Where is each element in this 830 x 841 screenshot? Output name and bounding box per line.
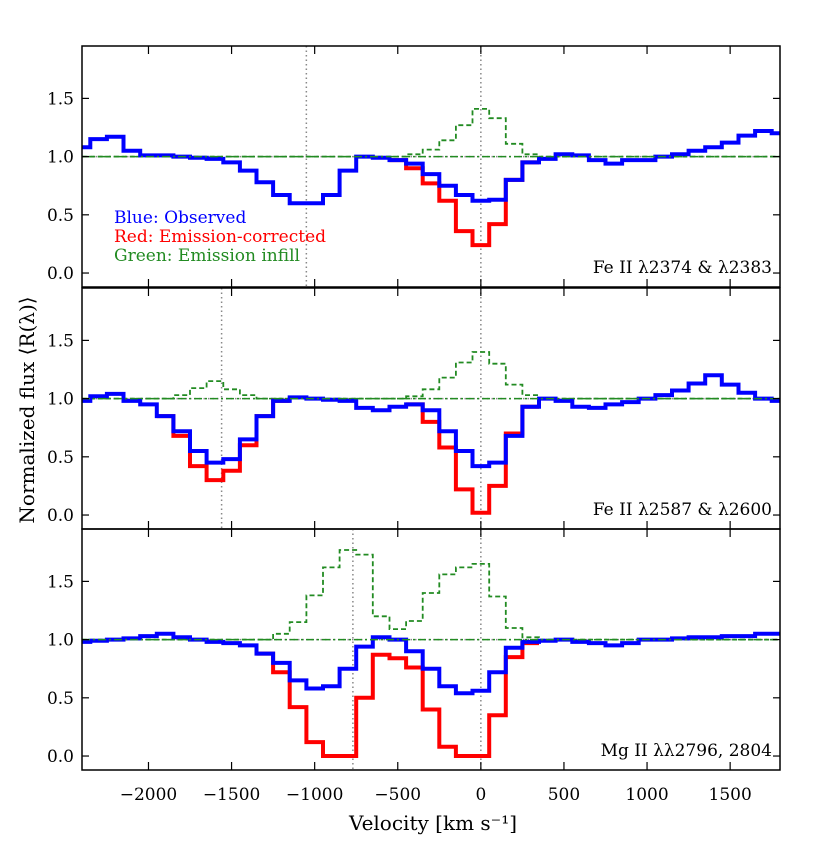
x-tick-label: 0 [475, 785, 486, 805]
y-tick-label: 1.0 [47, 390, 74, 410]
panel-data [82, 108, 780, 248]
panel-frame [81, 45, 781, 288]
x-tick-label: −500 [374, 785, 421, 805]
panel-frame [81, 528, 781, 771]
y-tick-label: 0.5 [47, 448, 74, 468]
panel-data [82, 549, 780, 758]
x-tick-labels: −2000 −1500 −1000 −500 0 500 1000 1500 [120, 785, 752, 805]
legend-entry: Blue: Observed [114, 208, 246, 228]
x-tick-label: −1500 [203, 785, 261, 805]
y-tick-label: 0.0 [47, 264, 74, 284]
y-tick-label: 0.5 [47, 206, 74, 226]
panel-label: Mg II λλ2796, 2804 [601, 741, 772, 761]
x-tick-label: −1000 [286, 785, 344, 805]
panel-label: Fe II λ2374 & λ2383 [593, 258, 772, 278]
y-tick-label: 0.5 [47, 689, 74, 709]
emission-infill-series-line [82, 351, 780, 400]
panel-3: 0.0 0.5 1.0 1.5 Mg II λλ2796, 2804 [47, 528, 781, 771]
y-tick-label: 0.0 [47, 506, 74, 526]
observed-series-line [82, 373, 780, 469]
panel-label: Fe II λ2587 & λ2600 [593, 500, 772, 520]
observed-series-line [82, 631, 780, 696]
emission-corrected-series-line [156, 398, 290, 483]
observed-series-line [82, 129, 780, 206]
x-tick-label: −2000 [120, 785, 178, 805]
y-tick-label: 1.0 [47, 631, 74, 651]
y-tick-label: 1.5 [47, 572, 74, 592]
legend-entry: Green: Emission infill [114, 246, 300, 266]
emission-corrected-series-line [389, 158, 539, 248]
y-tick-label: 1.5 [47, 331, 74, 351]
legend-entry: Red: Emission-corrected [114, 227, 326, 247]
emission-infill-series-line [82, 549, 780, 641]
panel-1: 0.0 0.5 1.0 1.5 Fe II λ2374 & λ2383 [47, 45, 781, 288]
y-tick-label: 1.0 [47, 148, 74, 168]
x-axis-label: Velocity [km s⁻¹] [348, 811, 517, 835]
x-tick-label: 1000 [625, 785, 668, 805]
y-axis-label: Normalized flux ⟨R(λ)⟩ [15, 296, 39, 523]
emission-corrected-series-line [256, 641, 539, 758]
panels-group: 0.0 0.5 1.0 1.5 Fe II λ2374 & λ2383 0.0 0.5 1.0… [47, 45, 781, 771]
y-tick-label: 0.0 [47, 747, 74, 767]
x-tick-label: 1500 [709, 785, 752, 805]
panel-2: 0.0 0.5 1.0 1.5 Fe II λ2587 & λ2600 [47, 287, 781, 530]
y-tick-label: 1.5 [47, 89, 74, 109]
panel-data [82, 351, 780, 515]
emission-corrected-series-line [406, 402, 539, 515]
emission-infill-series-line [82, 108, 780, 158]
x-tick-label: 500 [548, 785, 580, 805]
